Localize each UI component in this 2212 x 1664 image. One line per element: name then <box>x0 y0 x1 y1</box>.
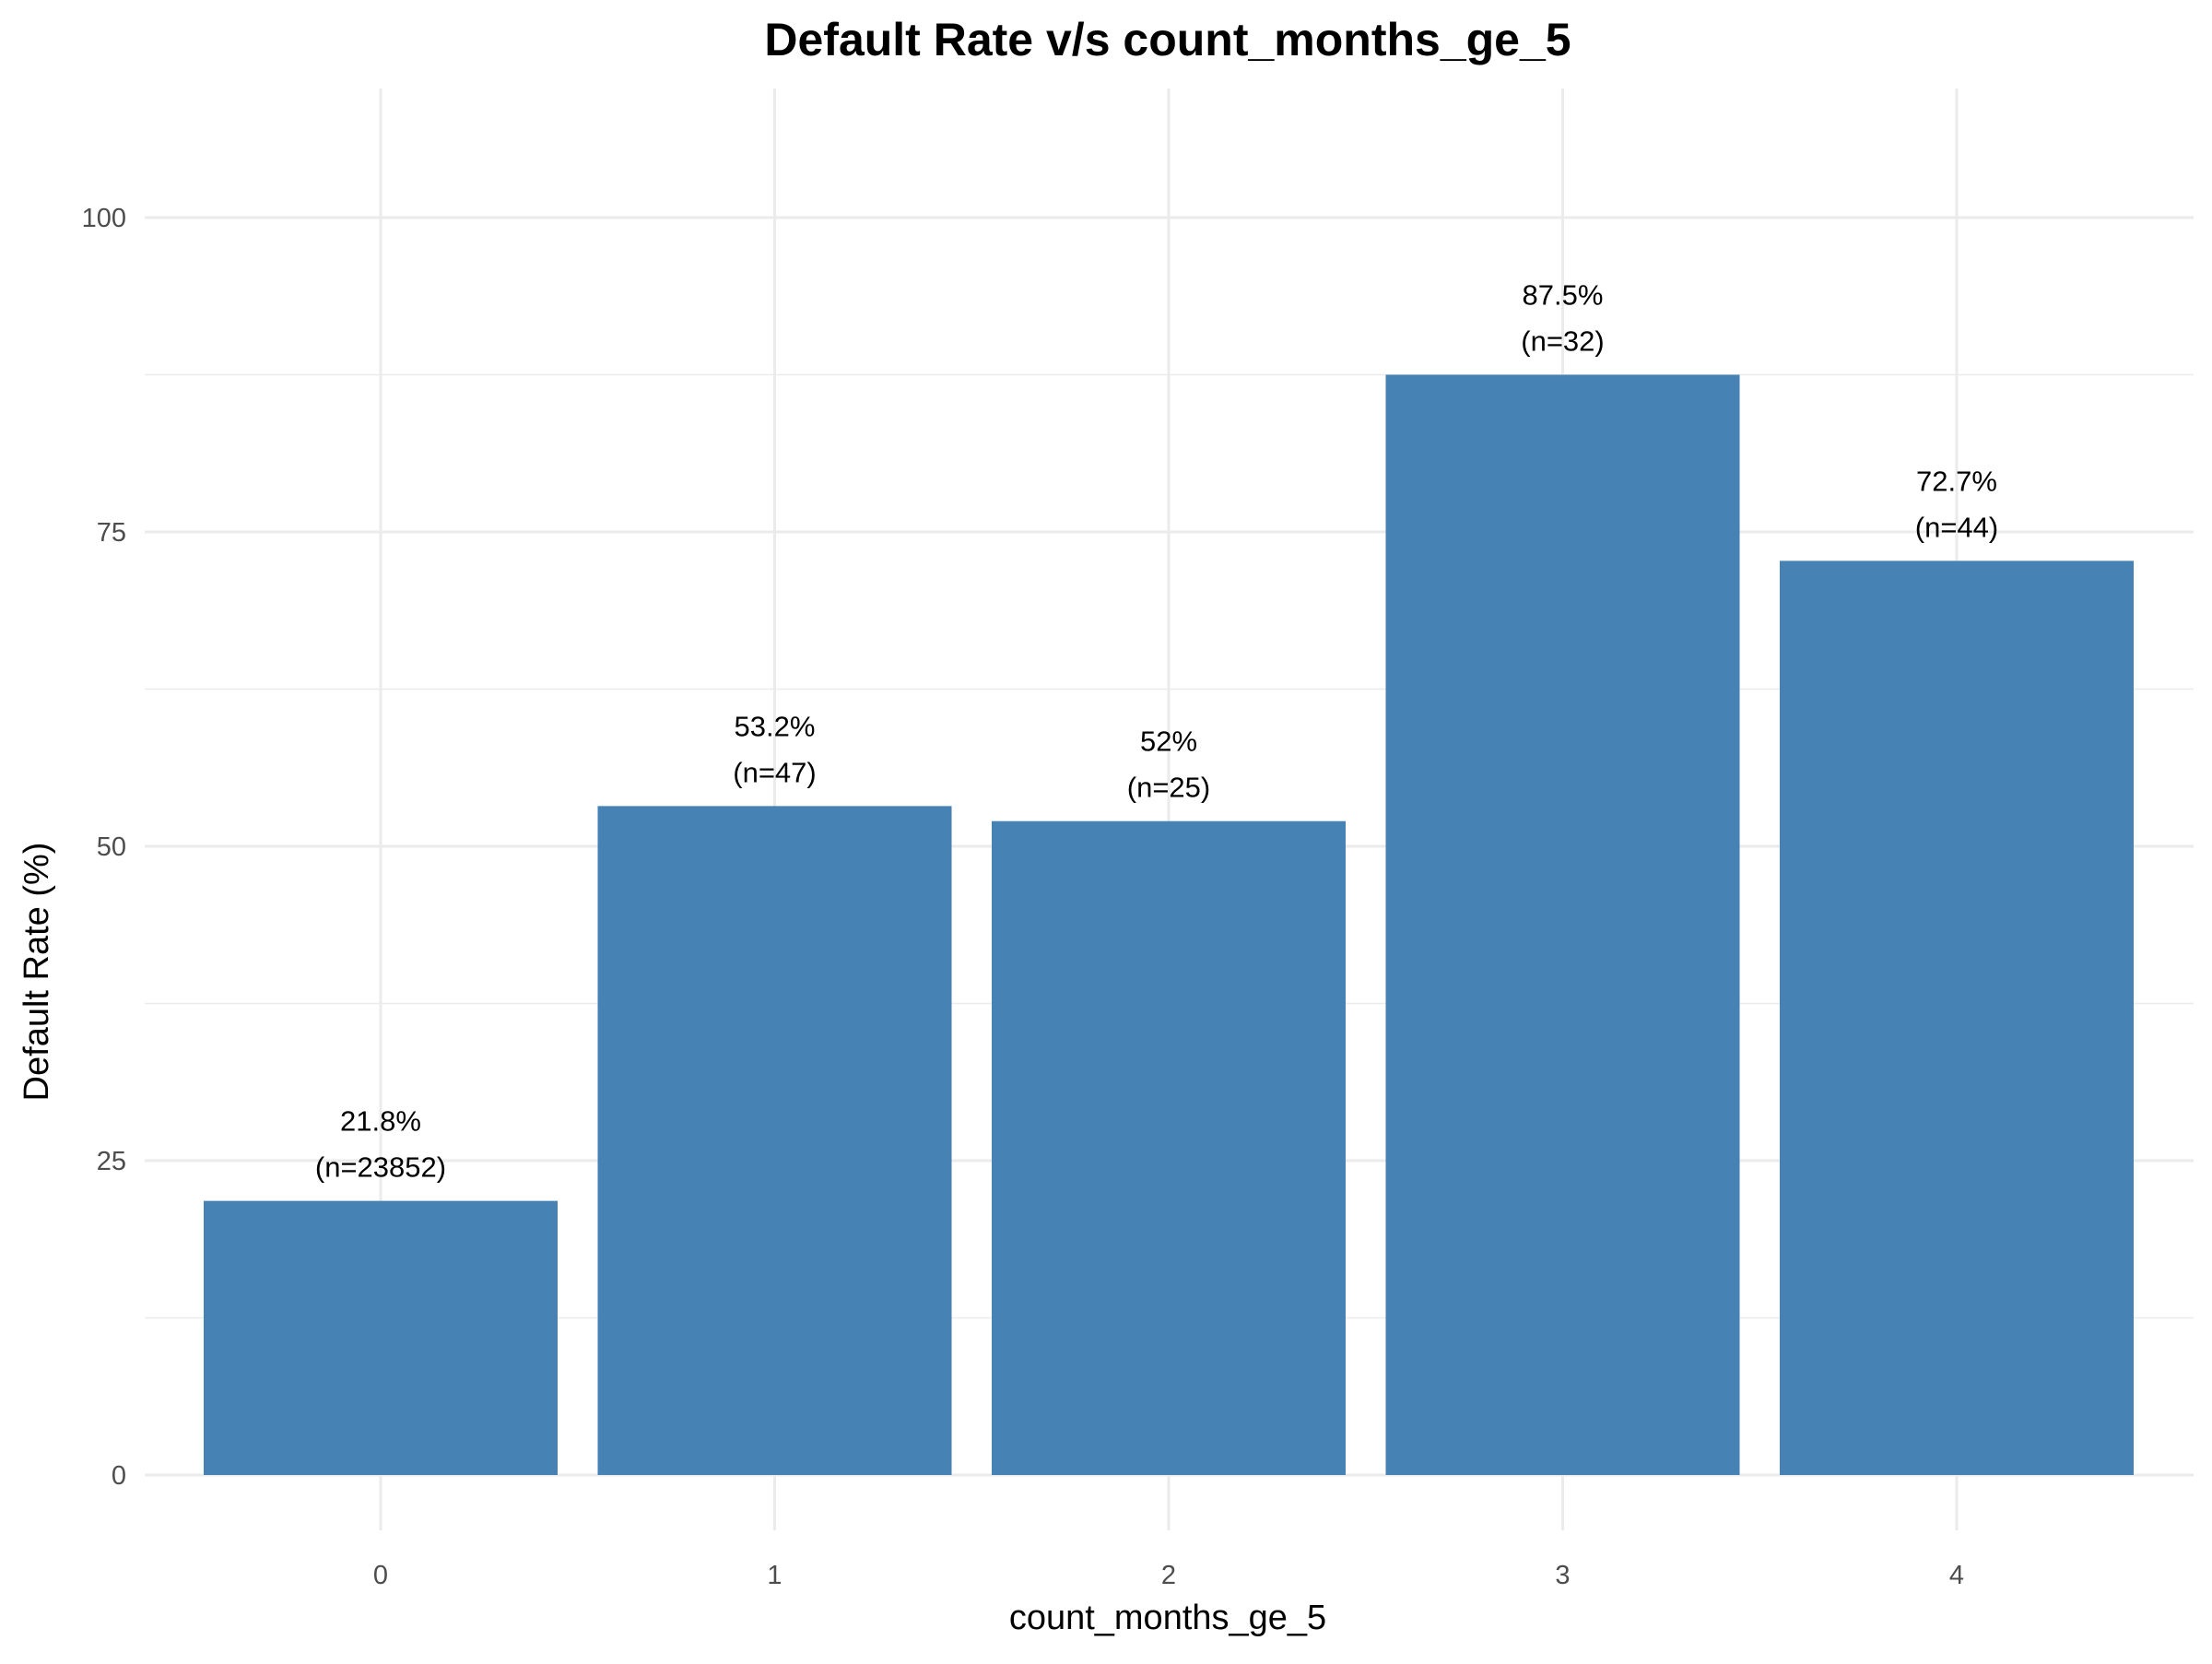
y-tick-label: 100 <box>82 204 126 233</box>
chart-title: Default Rate v/s count_months_ge_5 <box>764 14 1571 65</box>
bar-0 <box>204 1200 558 1475</box>
y-axis-ticks: 0 25 50 75 100 <box>82 204 126 1491</box>
bar-2 <box>992 820 1346 1475</box>
x-axis-ticks: 0 1 2 3 4 <box>373 1561 1964 1590</box>
bar-3 <box>1385 374 1740 1475</box>
bar-value-label: 72.7% <box>1916 465 1997 497</box>
bars <box>204 374 2134 1475</box>
bar-4 <box>1780 561 2134 1475</box>
y-axis-title: Default Rate (%) <box>18 843 56 1102</box>
y-tick-label: 0 <box>112 1461 126 1491</box>
bar-count-label: (n=25) <box>1127 772 1210 804</box>
x-tick-label: 1 <box>767 1561 782 1590</box>
y-tick-label: 50 <box>97 832 126 862</box>
x-tick-label: 4 <box>1949 1561 1964 1590</box>
bar-1 <box>597 806 952 1475</box>
bar-value-label: 21.8% <box>340 1105 421 1138</box>
bar-value-label: 87.5% <box>1523 279 1604 312</box>
x-axis-title: count_months_ge_5 <box>1009 1599 1326 1637</box>
bar-count-label: (n=47) <box>733 756 816 788</box>
x-tick-label: 0 <box>373 1561 388 1590</box>
x-tick-label: 2 <box>1161 1561 1176 1590</box>
x-tick-label: 3 <box>1555 1561 1570 1590</box>
bar-value-label: 53.2% <box>735 710 816 742</box>
bar-count-label: (n=32) <box>1521 325 1604 358</box>
bar-count-label: (n=23852) <box>315 1151 446 1184</box>
bar-value-label: 52% <box>1140 726 1197 758</box>
y-tick-label: 25 <box>97 1147 126 1176</box>
bar-count-label: (n=44) <box>1915 511 1998 543</box>
y-tick-label: 75 <box>97 518 126 548</box>
bar-labels: 21.8% (n=23852) 53.2% (n=47) 52% (n=25) 87.5% (… <box>315 279 1998 1184</box>
